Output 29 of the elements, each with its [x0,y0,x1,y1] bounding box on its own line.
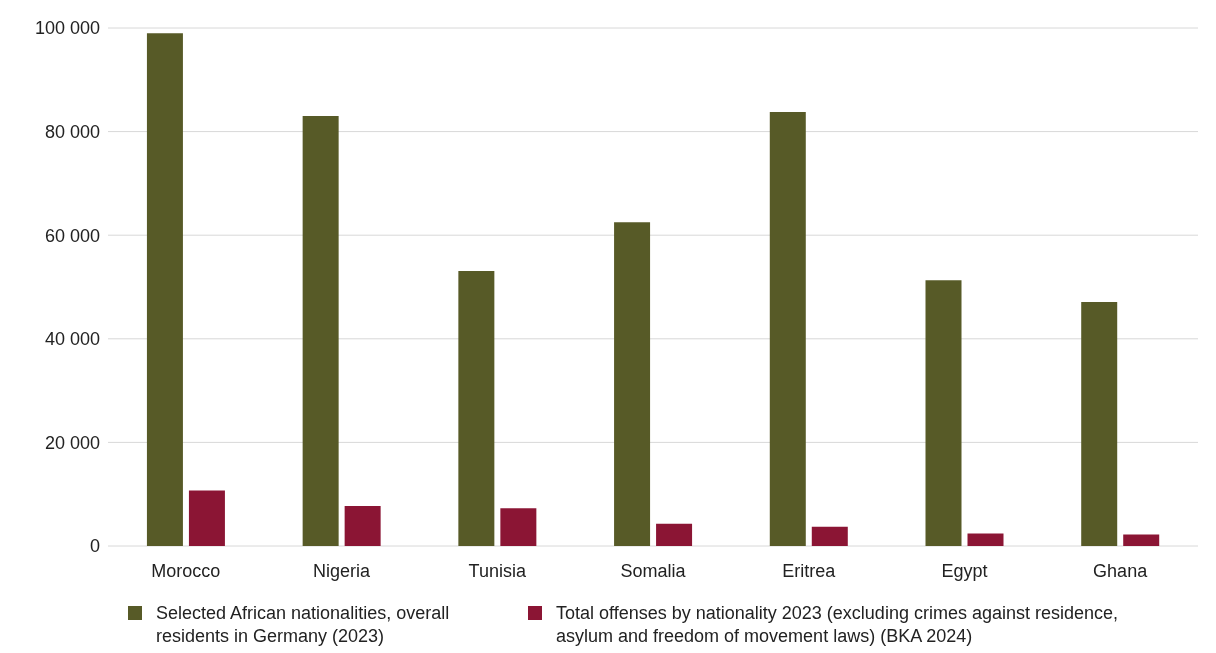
bar [458,270,495,546]
x-tick-label: Tunisia [468,560,527,581]
bar [656,523,693,546]
bar [146,33,183,546]
bar [769,111,806,546]
bar [302,116,339,546]
y-tick-label: 100 000 [34,18,100,39]
x-tick-label: Somalia [620,560,687,581]
y-tick-label: 40 000 [44,329,100,350]
bar [344,506,381,546]
bar [811,526,848,546]
y-tick-label: 80 000 [44,121,100,142]
x-tick-label: Morocco [151,560,221,581]
bar [925,280,962,546]
bar [1081,302,1118,546]
bar [967,533,1004,546]
y-tick-label: 0 [89,536,100,557]
bar [1123,534,1160,546]
bar [500,508,537,546]
x-tick-label: Egypt [941,560,988,581]
bar [188,490,225,546]
legend-label: Total offenses by nationality 2023 (excluding crimes against residence, asylum and freedom of movement laws) (BKA 2024) [556,602,1119,648]
legend-label: Selected African nationalities, overall residents in Germany (2023) [156,602,451,648]
x-tick-label: Nigeria [313,560,372,581]
bar [614,222,651,546]
y-tick-label: 60 000 [44,225,100,246]
y-tick-label: 20 000 [44,432,100,453]
x-tick-label: Eritrea [782,560,837,581]
x-tick-label: Ghana [1093,560,1149,581]
